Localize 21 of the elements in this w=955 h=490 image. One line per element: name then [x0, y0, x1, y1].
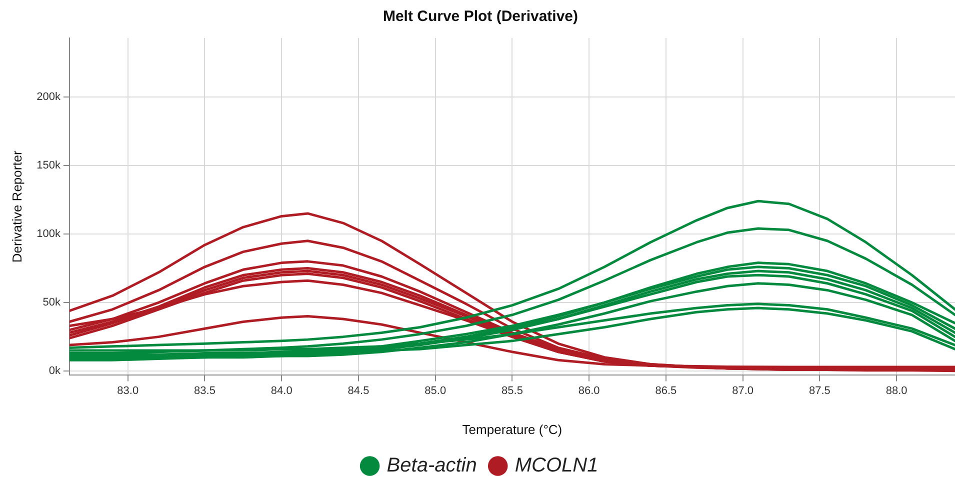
x-tick-label: 85.5 [502, 384, 523, 397]
chart-title: Melt Curve Plot (Derivative) [382, 8, 578, 26]
x-tick-label: 84.0 [270, 384, 292, 397]
x-tick-label: 83.5 [194, 384, 216, 397]
x-tick-label: 83.0 [117, 384, 139, 397]
y-tick-label: 0k [48, 365, 61, 378]
legend-label: MCOLN1 [514, 454, 598, 477]
x-tick-label: 84.5 [348, 384, 370, 397]
y-tick-label: 200k [36, 90, 61, 103]
x-tick-label: 86.0 [578, 384, 600, 397]
y-tick-label: 50k [42, 296, 61, 309]
x-tick-label: 85.0 [424, 384, 446, 397]
y-axis-title: Derivative Reporter [9, 150, 24, 263]
x-tick-label: 87.5 [808, 384, 830, 397]
x-tick-label: 86.5 [655, 384, 677, 397]
y-tick-label: 100k [36, 228, 61, 240]
y-tick-label: 150k [36, 160, 61, 172]
x-tick-label: 88.0 [886, 384, 908, 397]
x-tick-label: 87.0 [732, 384, 754, 397]
legend-label: Beta-actin [386, 454, 477, 477]
x-axis-title: Temperature (°C) [462, 422, 562, 437]
